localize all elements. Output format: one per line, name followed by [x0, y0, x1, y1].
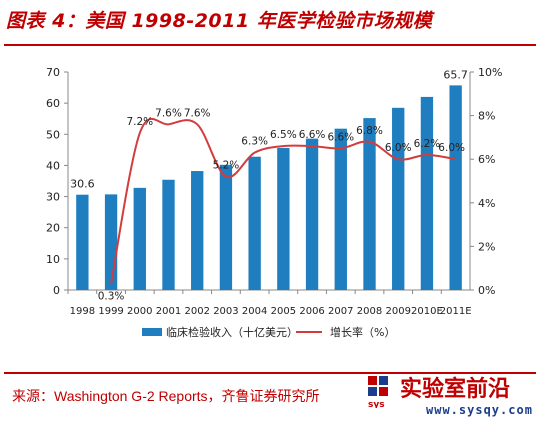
- lab-logo-icon: sys: [368, 376, 388, 408]
- x-tick-label: 2009: [385, 306, 410, 317]
- growth-value-label: 6.8%: [356, 125, 383, 137]
- growth-value-label: 6.6%: [327, 131, 354, 143]
- x-tick-label: 2006: [299, 306, 324, 317]
- growth-value-label: 6.0%: [438, 142, 465, 154]
- chart-axes: 0 10 20 30 40 50 60 70 0% 2% 4% 6% 8% 10% 1998 1999 2000…: [46, 66, 502, 317]
- bar: [191, 171, 204, 290]
- bar: [305, 138, 319, 290]
- y-right-tick-label: 4%: [478, 197, 495, 210]
- x-tick-label: 2003: [213, 306, 238, 317]
- bar: [219, 164, 233, 290]
- y-left-tick-label: 30: [46, 191, 60, 204]
- legend-bar-label: 临床检验收入（十亿美元）: [166, 325, 298, 339]
- bar: [449, 85, 462, 291]
- growth-value-label: 0.3%: [98, 290, 125, 302]
- logo-mark-text: sys: [368, 400, 385, 408]
- growth-line: [110, 118, 456, 284]
- growth-value-label: 6.5%: [270, 129, 297, 141]
- legend: 临床检验收入（十亿美元） 增长率（%）: [142, 325, 395, 339]
- bar: [162, 179, 175, 290]
- legend-line-label: 增长率（%）: [330, 325, 395, 339]
- y-right-tick-label: 10%: [478, 66, 502, 79]
- legend-bar-swatch: [142, 328, 162, 336]
- bar: [104, 194, 118, 290]
- bar: [420, 96, 434, 291]
- bar-series: [76, 85, 462, 291]
- y-right-tick-label: 0%: [478, 284, 495, 297]
- bar: [248, 156, 261, 290]
- y-left-tick-label: 0: [53, 284, 60, 297]
- x-tick-label: 2011E: [440, 306, 472, 317]
- line-series: [110, 118, 456, 284]
- source-note: 来源：Washington G-2 Reports，齐鲁证券研究所: [12, 388, 320, 404]
- y-left-tick-label: 40: [46, 159, 60, 172]
- growth-value-label: 6.6%: [299, 129, 326, 141]
- bar: [363, 118, 376, 290]
- bar-value-label: 30.6: [70, 178, 95, 191]
- y-right-tick-label: 8%: [478, 110, 495, 123]
- growth-value-label: 7.6%: [155, 107, 182, 119]
- bar: [133, 187, 146, 290]
- growth-value-label: 7.2%: [126, 116, 153, 128]
- y-left-tick-label: 60: [46, 97, 60, 110]
- data-labels: 30.665.70.3%7.2%7.6% 7.6%5.2%6.3%6.5% 6.6%…: [70, 68, 468, 302]
- source-rule: [4, 372, 536, 374]
- x-tick-label: 2005: [271, 306, 296, 317]
- y-left-tick-label: 10: [46, 253, 60, 266]
- x-tick-label: 2000: [127, 306, 152, 317]
- logo-text: 实验室前沿: [400, 377, 511, 402]
- logo-url: www.sysqy.com: [426, 403, 533, 417]
- x-tick-label: 2007: [328, 306, 353, 317]
- bar: [76, 194, 89, 290]
- bar-value-label: 65.7: [443, 68, 468, 81]
- x-tick-label: 2008: [357, 306, 382, 317]
- y-left-tick-label: 70: [46, 66, 60, 79]
- x-tick-label: 1998: [70, 306, 95, 317]
- y-left-tick-label: 50: [46, 128, 60, 141]
- bar: [392, 107, 405, 290]
- y-right-tick-label: 2%: [478, 240, 495, 253]
- bar: [277, 147, 290, 290]
- title-rule: [4, 44, 536, 46]
- growth-value-label: 5.2%: [213, 160, 240, 172]
- growth-value-label: 6.3%: [241, 136, 268, 148]
- x-tick-label: 2004: [242, 306, 267, 317]
- x-tick-label: 2002: [184, 306, 209, 317]
- x-tick-label: 2001: [156, 306, 181, 317]
- bar: [334, 128, 347, 290]
- y-right-tick-label: 6%: [478, 153, 495, 166]
- figure-title: 图表 4：美国 1998-2011 年医学检验市场规模: [6, 10, 433, 32]
- growth-value-label: 6.2%: [414, 138, 441, 150]
- x-tick-label: 2010E: [411, 306, 443, 317]
- growth-value-label: 6.0%: [385, 142, 412, 154]
- growth-value-label: 7.6%: [184, 107, 211, 119]
- y-left-tick-label: 20: [46, 222, 60, 235]
- x-tick-label: 1999: [98, 306, 123, 317]
